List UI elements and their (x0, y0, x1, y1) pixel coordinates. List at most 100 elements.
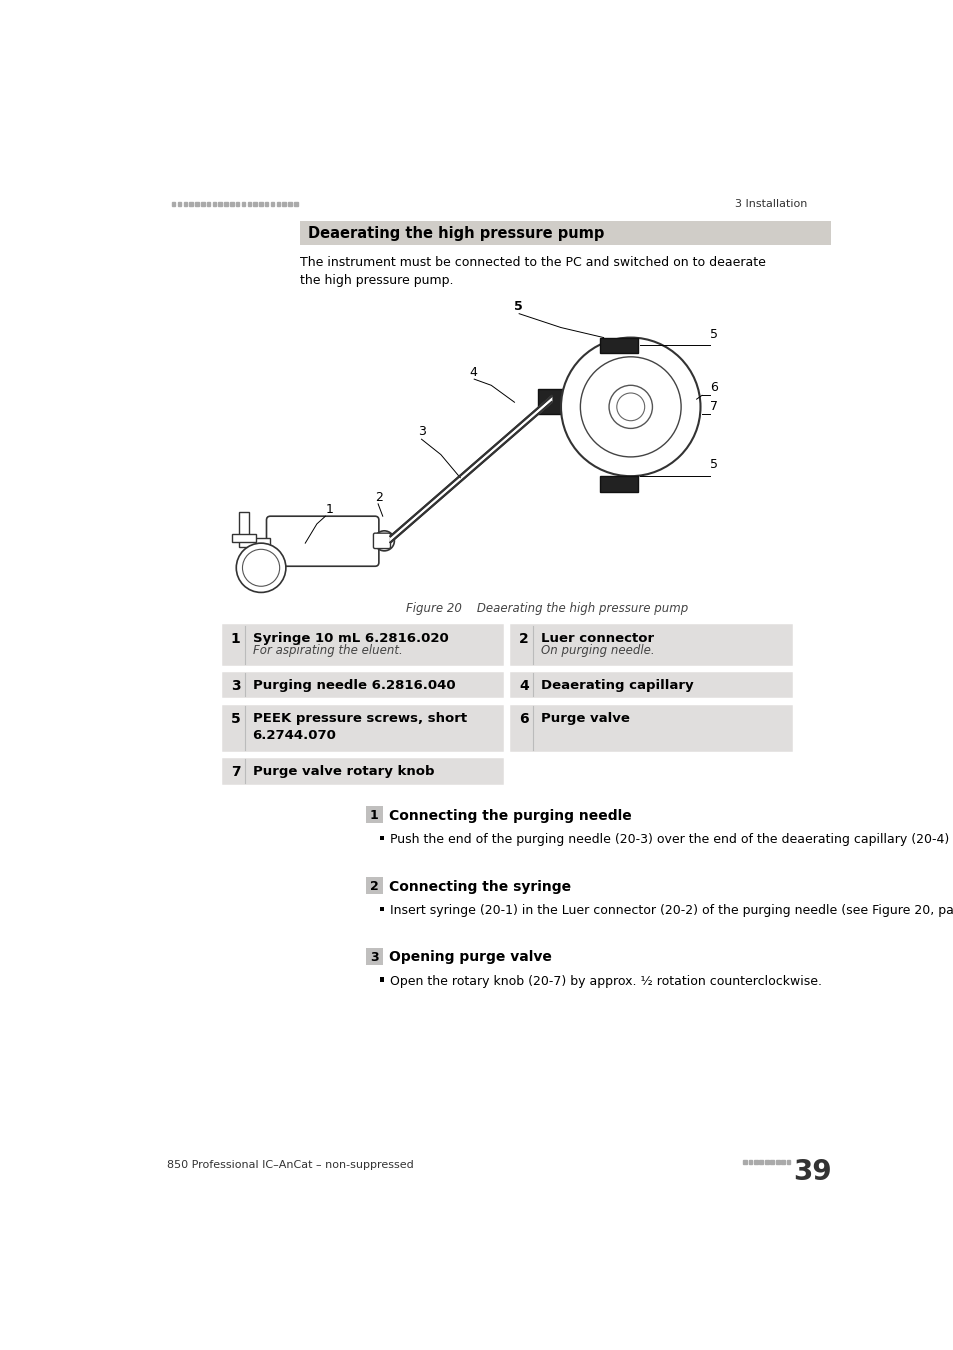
Bar (764, 1160, 768, 1164)
Bar (365, 806, 382, 824)
FancyBboxPatch shape (373, 533, 390, 548)
Text: Figure 20    Deaerating the high pressure pump: Figure 20 Deaerating the high pressure p… (406, 602, 687, 616)
Bar (259, 202, 262, 207)
Bar (224, 202, 228, 207)
Text: PEEK pressure screws, short
6.2744.070: PEEK pressure screws, short 6.2744.070 (253, 711, 466, 741)
Bar (288, 202, 292, 207)
Bar (759, 1160, 762, 1164)
Bar (213, 202, 216, 207)
Circle shape (374, 531, 394, 551)
Bar (230, 202, 233, 207)
Bar (753, 1160, 757, 1164)
Bar (195, 202, 198, 207)
Bar (775, 1160, 779, 1164)
Bar (220, 670, 505, 699)
Text: Insert syringe (20-1) in the Luer connector (20-2) of the purging needle (see Fi: Insert syringe (20-1) in the Luer connec… (390, 904, 953, 917)
Text: 3: 3 (417, 425, 425, 439)
Text: Opening purge valve: Opening purge valve (389, 950, 551, 964)
Bar (508, 702, 793, 752)
Text: 4: 4 (469, 366, 476, 379)
Bar (276, 202, 280, 207)
Bar (253, 202, 256, 207)
Text: Syringe 10 mL 6.2816.020: Syringe 10 mL 6.2816.020 (253, 632, 448, 645)
Text: Purging needle 6.2816.040: Purging needle 6.2816.040 (253, 679, 455, 693)
Text: 5: 5 (709, 459, 717, 471)
Text: Deaerating capillary: Deaerating capillary (540, 679, 693, 693)
Text: 1: 1 (231, 632, 240, 645)
Bar (239, 513, 249, 539)
Bar (748, 1160, 752, 1164)
Text: 3: 3 (370, 950, 378, 964)
Text: 5: 5 (514, 300, 522, 313)
Bar (379, 907, 384, 911)
Text: 3 Installation: 3 Installation (735, 198, 806, 209)
Bar (239, 537, 270, 547)
Text: 1: 1 (370, 809, 378, 822)
Bar (271, 202, 274, 207)
Bar (265, 202, 268, 207)
Bar (232, 533, 256, 541)
Bar (190, 202, 193, 207)
Bar (508, 622, 793, 667)
Bar (742, 1160, 746, 1164)
Circle shape (236, 543, 286, 593)
Bar (183, 202, 187, 207)
Bar (220, 756, 505, 787)
Bar (218, 202, 222, 207)
Text: 4: 4 (518, 679, 528, 694)
Bar (781, 1160, 784, 1164)
FancyBboxPatch shape (266, 516, 378, 566)
Bar (599, 477, 638, 491)
Bar (537, 389, 562, 414)
Bar (299, 221, 830, 246)
Bar (172, 202, 175, 207)
Bar (247, 202, 251, 207)
Bar (241, 202, 245, 207)
Text: 6: 6 (709, 382, 717, 394)
Bar (294, 202, 297, 207)
Bar (282, 202, 286, 207)
Text: 7: 7 (231, 765, 240, 779)
Bar (365, 948, 382, 965)
Text: 7: 7 (709, 400, 717, 413)
Text: 5: 5 (709, 328, 717, 340)
Text: The instrument must be connected to the PC and switched on to deaerate
the high : The instrument must be connected to the … (299, 256, 765, 288)
Text: Connecting the syringe: Connecting the syringe (389, 880, 571, 894)
Bar (785, 1160, 790, 1164)
Text: On purging needle.: On purging needle. (540, 644, 654, 657)
Circle shape (560, 338, 700, 477)
Text: Purge valve: Purge valve (540, 711, 629, 725)
Text: 5: 5 (231, 711, 240, 726)
Text: Purge valve rotary knob: Purge valve rotary knob (253, 765, 434, 778)
Bar (379, 836, 384, 840)
Text: 2: 2 (370, 880, 378, 894)
Bar (365, 878, 382, 894)
Bar (201, 202, 204, 207)
Text: 39: 39 (793, 1158, 831, 1187)
Circle shape (579, 356, 680, 456)
Text: 850 Professional IC–AnCat – non-suppressed: 850 Professional IC–AnCat – non-suppress… (167, 1160, 414, 1170)
Text: 1: 1 (325, 504, 333, 516)
Bar (220, 702, 505, 752)
Bar (769, 1160, 773, 1164)
Bar (235, 202, 239, 207)
Text: Deaerating the high pressure pump: Deaerating the high pressure pump (307, 227, 603, 242)
Polygon shape (390, 396, 551, 543)
Circle shape (242, 549, 279, 586)
Bar (599, 338, 638, 352)
Text: 2: 2 (375, 491, 382, 504)
Text: For aspirating the eluent.: For aspirating the eluent. (253, 644, 402, 657)
Bar (220, 622, 505, 667)
Text: 2: 2 (518, 632, 528, 645)
Text: Luer connector: Luer connector (540, 632, 654, 645)
Text: 3: 3 (231, 679, 240, 694)
Text: 6: 6 (518, 711, 528, 726)
Text: Push the end of the purging needle (20-3) over the end of the deaerating capilla: Push the end of the purging needle (20-3… (390, 833, 953, 846)
Text: Open the rotary knob (20-7) by approx. ½ rotation counterclockwise.: Open the rotary knob (20-7) by approx. ½… (390, 975, 821, 988)
Circle shape (608, 385, 652, 428)
Bar (379, 977, 384, 981)
Bar (508, 670, 793, 699)
Circle shape (378, 536, 390, 547)
Circle shape (617, 393, 644, 421)
Text: Connecting the purging needle: Connecting the purging needle (389, 809, 631, 822)
